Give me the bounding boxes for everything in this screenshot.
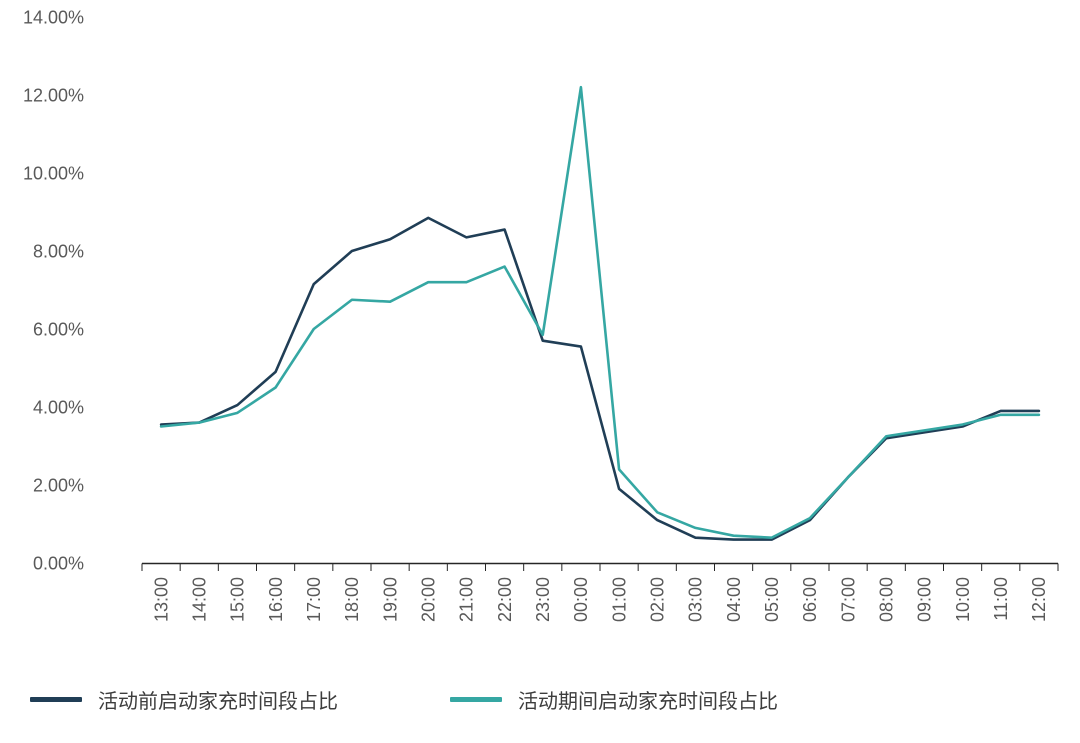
x-axis-tick-label: 06:00 (800, 577, 820, 622)
legend-swatch-before-campaign (30, 697, 82, 702)
x-axis-tick-label: 21:00 (457, 577, 477, 622)
y-axis-tick-label: 4.00% (33, 397, 84, 417)
legend-label-during-campaign: 活动期间启动家充时间段占比 (518, 691, 778, 713)
x-axis-tick-label: 01:00 (609, 577, 629, 622)
x-axis-tick-label: 08:00 (877, 577, 897, 622)
x-axis-tick-label: 17:00 (304, 577, 324, 622)
x-axis-tick-label: 23:00 (533, 577, 553, 622)
legend-label-before-campaign: 活动前启动家充时间段占比 (98, 691, 338, 713)
x-axis-tick-label: 00:00 (571, 577, 591, 622)
chart-legend: 活动前启动家充时间段占比 活动期间启动家充时间段占比 (0, 685, 1080, 714)
x-axis-tick-label: 12:00 (1029, 577, 1049, 622)
x-axis-tick-label: 13:00 (151, 577, 171, 622)
x-axis-tick-label: 19:00 (380, 577, 400, 622)
legend-item-before-campaign: 活动前启动家充时间段占比 (30, 685, 338, 714)
y-axis-tick-label: 14.00% (23, 7, 84, 27)
y-axis-tick-label: 10.00% (23, 163, 84, 183)
x-axis-tick-label: 07:00 (838, 577, 858, 622)
x-axis-tick-label: 16:00 (266, 577, 286, 622)
y-axis-tick-label: 0.00% (33, 553, 84, 573)
series-line-0 (159, 216, 1041, 541)
x-axis-tick-label: 20:00 (419, 577, 439, 622)
legend-item-during-campaign: 活动期间启动家充时间段占比 (450, 685, 778, 714)
line-chart: 0.00% 2.00% 4.00% 6.00% 8.00% 10.00% 12.00% 14.… (23, 7, 1059, 622)
x-axis-tick-label: 18:00 (342, 577, 362, 622)
y-axis-tick-label: 12.00% (23, 85, 84, 105)
x-axis-tick-label: 09:00 (915, 577, 935, 622)
x-axis-tick-label: 05:00 (762, 577, 782, 622)
legend-swatch-during-campaign (450, 697, 502, 702)
x-axis-tick-label: 22:00 (495, 577, 515, 622)
x-axis-tick-label: 14:00 (190, 577, 210, 622)
x-axis-tick-label: 03:00 (686, 577, 706, 622)
x-axis-tick-label: 11:00 (991, 577, 1011, 621)
y-axis-tick-label: 6.00% (33, 319, 84, 339)
series-line-1 (159, 85, 1041, 539)
x-axis-tick-label: 04:00 (724, 577, 744, 622)
x-axis-tick-label: 15:00 (228, 577, 248, 622)
x-axis-tick-label: 10:00 (953, 577, 973, 622)
x-axis-tick-label: 02:00 (648, 577, 668, 622)
y-axis-tick-label: 8.00% (33, 241, 84, 261)
y-axis-tick-label: 2.00% (33, 475, 84, 495)
